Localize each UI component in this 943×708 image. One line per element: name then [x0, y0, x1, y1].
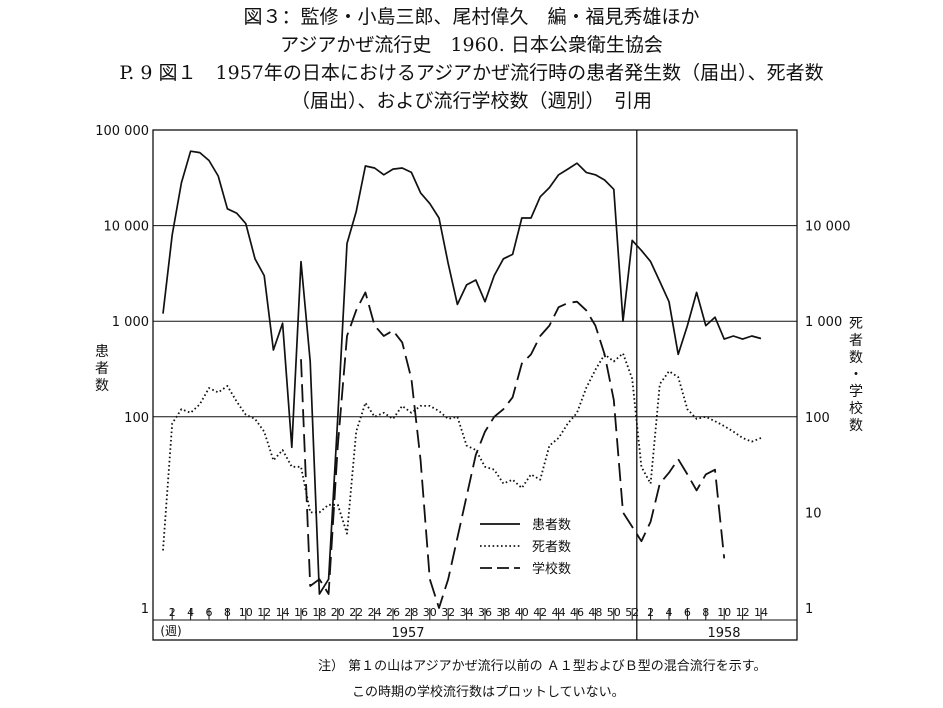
series-line-dashed — [300, 291, 726, 609]
right-tick-label: 100 — [805, 411, 830, 426]
x-tick-label: 48 — [588, 606, 602, 619]
year-label-1957: 1957 — [391, 626, 424, 641]
left-axis-title-char: 数 — [95, 378, 109, 394]
x-tick-label: 44 — [552, 606, 566, 619]
year-label-1958: 1958 — [707, 626, 740, 641]
right-tick-label: 10 — [805, 506, 822, 521]
series-line-dotted — [162, 352, 762, 551]
right-tick-label: 10 000 — [805, 220, 851, 235]
caption-line-1: 図３：監修・小島三郎、尾村偉久 編・福見秀雄ほか — [243, 6, 700, 28]
series-lines — [162, 150, 762, 609]
x-tick-label: 24 — [368, 606, 382, 619]
right-axis-title-char: 死 — [849, 316, 863, 332]
left-tick-label: 10 000 — [104, 220, 150, 235]
right-axis-title-char: 校 — [849, 400, 863, 417]
right-axis-title-char: 数 — [849, 418, 863, 434]
x-tick-label: 16 — [294, 606, 308, 619]
x-tick-label: 10 — [239, 606, 253, 619]
week-label: (週) — [160, 624, 181, 638]
right-axis-title: 死者数・学校数 — [849, 316, 863, 434]
x-tick-label: 18 — [312, 606, 326, 619]
legend-label: 死者数 — [532, 540, 571, 555]
x-tick-label: 2 — [169, 606, 176, 619]
caption-line-3: P. 9 図１ 1957年の日本におけるアジアかぜ流行時の患者発生数（届出）、死… — [119, 62, 824, 84]
caption-line-4: （届出）、および流行学校数（週別） 引用 — [290, 90, 652, 112]
x-tick-label: 8 — [224, 606, 231, 619]
x-tick-label: 6 — [684, 606, 691, 619]
x-tick-label: 50 — [607, 606, 621, 619]
right-tick-label: 1 — [805, 602, 813, 617]
legend-label: 学校数 — [532, 561, 571, 577]
x-tick-label: 38 — [496, 606, 510, 619]
x-tick-label: 30 — [423, 606, 437, 619]
x-tick-label: 14 — [754, 606, 768, 619]
note-line-1: 注） 第１の山はアジアかぜ流行以前の Ａ１型およびＢ型の混合流行を示す。 — [318, 659, 767, 674]
x-tick-label: 42 — [533, 606, 547, 619]
x-tick-label: 20 — [331, 606, 345, 619]
left-tick-label: 1 — [141, 602, 149, 617]
caption-line-2: アジアかぜ流行史 1960. 日本公衆衛生協会 — [280, 34, 663, 56]
x-tick-label: 10 — [717, 606, 731, 619]
x-tick-label: 32 — [441, 606, 455, 619]
x-tick-label: 4 — [666, 606, 673, 619]
x-tick-label: 46 — [570, 606, 584, 619]
left-tick-label: 100 — [124, 411, 149, 426]
x-tick-label: 52 — [625, 606, 639, 619]
x-tick-label: 40 — [515, 606, 529, 619]
x-tick-label: 34 — [460, 606, 474, 619]
right-axis-title-char: 者 — [849, 333, 863, 349]
x-tick-label: 4 — [187, 606, 194, 619]
legend-label: 患者数 — [532, 518, 571, 533]
right-tick-label: 1 000 — [805, 315, 842, 330]
x-tick-label: 12 — [736, 606, 750, 619]
left-axis-title-char: 者 — [95, 361, 109, 377]
x-tick-label: 6 — [206, 606, 213, 619]
x-tick-label: 12 — [257, 606, 271, 619]
note-line-2: この時期の学校流行数はプロットしていない。 — [352, 685, 625, 700]
x-tick-label: 22 — [349, 606, 363, 619]
right-axis-title-char: 数 — [849, 350, 863, 366]
x-tick-label: 28 — [404, 606, 418, 619]
x-tick-label: 26 — [386, 606, 400, 619]
x-tick-label: 8 — [702, 606, 709, 619]
series-line-solid — [162, 150, 762, 595]
left-tick-label: 1 000 — [112, 315, 149, 330]
right-axis-title-char: ・ — [849, 367, 863, 383]
left-tick-label: 100 000 — [95, 124, 149, 139]
plot-frame — [152, 129, 798, 641]
left-axis-title: 患者数 — [95, 344, 109, 394]
gridlines — [153, 129, 797, 418]
axis-ticks: 1 100 1 000 10 000 100 000 1 10 100 1 000 10 000 2… — [95, 124, 850, 641]
right-axis-title-char: 学 — [849, 384, 863, 400]
x-tick-label: 2 — [647, 606, 654, 619]
x-tick-label: 14 — [276, 606, 290, 619]
x-tick-label: 36 — [478, 606, 492, 619]
left-axis-title-char: 患 — [95, 344, 109, 360]
plot-border — [152, 129, 798, 641]
